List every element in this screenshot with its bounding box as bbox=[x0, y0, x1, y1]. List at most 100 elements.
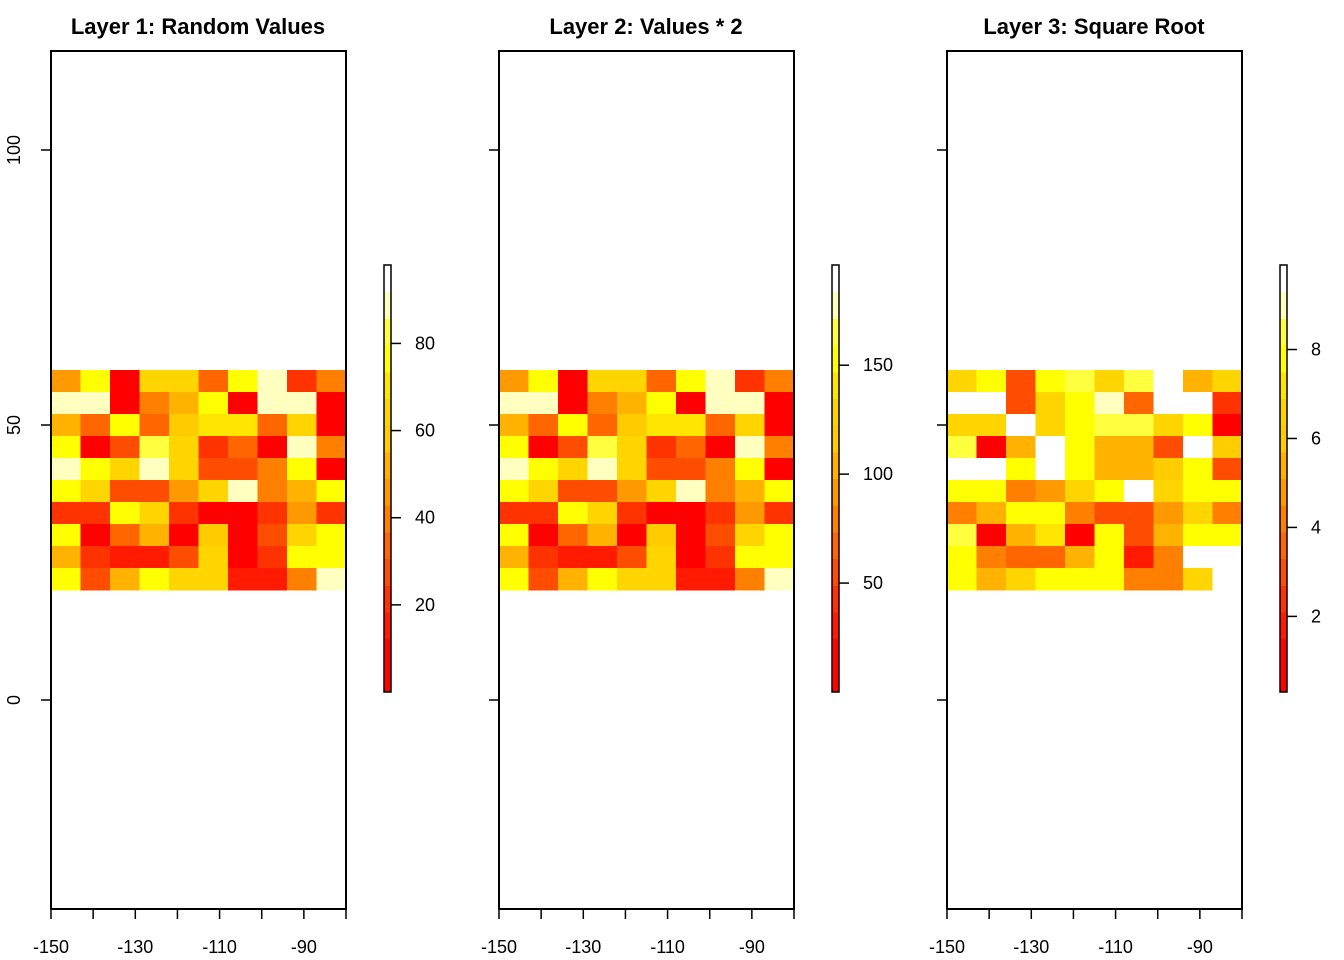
raster-cell bbox=[1183, 414, 1213, 437]
legend-swatch bbox=[1280, 585, 1287, 613]
raster-cell bbox=[558, 524, 588, 547]
raster-cell bbox=[617, 568, 647, 591]
raster-cell bbox=[1006, 568, 1036, 591]
raster-cell bbox=[316, 524, 347, 547]
legend-tick-label: 8 bbox=[1311, 340, 1321, 360]
raster-cell bbox=[169, 414, 199, 437]
x-tick-label: -130 bbox=[565, 937, 601, 957]
legend-swatch bbox=[384, 451, 391, 479]
raster-cell bbox=[1153, 370, 1184, 393]
raster-cell bbox=[316, 370, 347, 393]
raster-cell bbox=[287, 414, 317, 437]
raster-cell bbox=[51, 480, 81, 503]
raster-cell bbox=[257, 414, 288, 437]
legend-frame bbox=[831, 264, 840, 693]
x-axis: -150 -130 -110 -90 bbox=[481, 909, 795, 957]
raster-cell bbox=[558, 458, 588, 481]
raster-cell bbox=[976, 370, 1007, 393]
raster-cell bbox=[528, 546, 559, 569]
raster-cell bbox=[528, 568, 559, 591]
legend-tick-label: 6 bbox=[1311, 428, 1321, 448]
raster-cell bbox=[316, 546, 347, 569]
legend-swatch bbox=[384, 611, 391, 640]
raster-cell bbox=[735, 568, 765, 591]
raster-cell bbox=[558, 392, 588, 415]
raster-cell bbox=[764, 568, 795, 591]
raster-cell bbox=[947, 458, 977, 481]
legend-swatch bbox=[384, 478, 391, 506]
legend-swatch bbox=[1280, 318, 1287, 346]
x-tick-label: -110 bbox=[1098, 937, 1133, 957]
raster-cell bbox=[257, 436, 288, 459]
raster-cell bbox=[646, 480, 677, 503]
raster-cell bbox=[287, 436, 317, 459]
raster-cell bbox=[1153, 414, 1184, 437]
raster-cell bbox=[139, 568, 170, 591]
raster-cell bbox=[1006, 414, 1036, 437]
raster-cell bbox=[287, 568, 317, 591]
raster-cell bbox=[1153, 480, 1184, 503]
raster-cell bbox=[676, 370, 706, 393]
legend-swatch bbox=[832, 558, 839, 586]
raster-cell bbox=[499, 414, 529, 437]
raster-cell bbox=[198, 568, 229, 591]
raster-cell bbox=[587, 546, 618, 569]
raster-cell bbox=[764, 458, 795, 481]
raster-cell bbox=[705, 546, 736, 569]
raster-cell bbox=[646, 458, 677, 481]
legend-swatch bbox=[384, 291, 391, 319]
raster-cell bbox=[735, 524, 765, 547]
y-axis: 0 50 100 bbox=[4, 135, 51, 705]
raster-cell bbox=[1124, 546, 1154, 569]
raster-cell bbox=[676, 392, 706, 415]
raster-cell bbox=[499, 524, 529, 547]
raster-cell bbox=[110, 370, 140, 393]
raster-cell bbox=[80, 480, 111, 503]
raster-cell bbox=[705, 568, 736, 591]
legend-swatch bbox=[832, 425, 839, 453]
legend-swatch bbox=[384, 638, 391, 666]
legend-swatch bbox=[832, 611, 839, 640]
raster-cell bbox=[646, 502, 677, 525]
raster-cell bbox=[139, 502, 170, 525]
raster-cell bbox=[1035, 436, 1066, 459]
legend-swatch bbox=[1280, 505, 1287, 533]
legend-swatch bbox=[832, 638, 839, 666]
raster-cell bbox=[110, 568, 140, 591]
raster-cell bbox=[587, 414, 618, 437]
raster-cell bbox=[51, 392, 81, 415]
raster-cell bbox=[705, 392, 736, 415]
raster-cell bbox=[1094, 546, 1125, 569]
raster-cell bbox=[705, 458, 736, 481]
legend-swatch bbox=[832, 345, 839, 373]
raster-cell bbox=[1065, 524, 1095, 547]
raster-cell bbox=[110, 392, 140, 415]
raster-cell bbox=[735, 480, 765, 503]
raster-cell bbox=[198, 502, 229, 525]
raster-cell bbox=[316, 436, 347, 459]
raster-cell bbox=[1094, 458, 1125, 481]
raster-cell bbox=[764, 436, 795, 459]
raster-cell bbox=[705, 524, 736, 547]
color-legend: 2 4 6 8 bbox=[1279, 264, 1321, 693]
raster-cell bbox=[80, 414, 111, 437]
legend-swatch bbox=[384, 531, 391, 560]
raster-cell bbox=[198, 436, 229, 459]
raster-cell bbox=[1035, 546, 1066, 569]
raster-cell bbox=[110, 458, 140, 481]
x-tick-label: -90 bbox=[1187, 937, 1213, 957]
raster-cell bbox=[617, 480, 647, 503]
raster-cell bbox=[287, 480, 317, 503]
raster-cell bbox=[287, 546, 317, 569]
raster-cell bbox=[705, 414, 736, 437]
panel-title: Layer 1: Random Values bbox=[71, 14, 325, 39]
raster-cell bbox=[1065, 392, 1095, 415]
legend-swatch bbox=[1280, 425, 1287, 453]
legend-tick-label: 4 bbox=[1311, 517, 1321, 537]
raster-cell bbox=[735, 370, 765, 393]
raster-cell bbox=[499, 458, 529, 481]
raster-cell bbox=[1153, 502, 1184, 525]
raster-cell bbox=[169, 480, 199, 503]
raster-cell bbox=[587, 392, 618, 415]
